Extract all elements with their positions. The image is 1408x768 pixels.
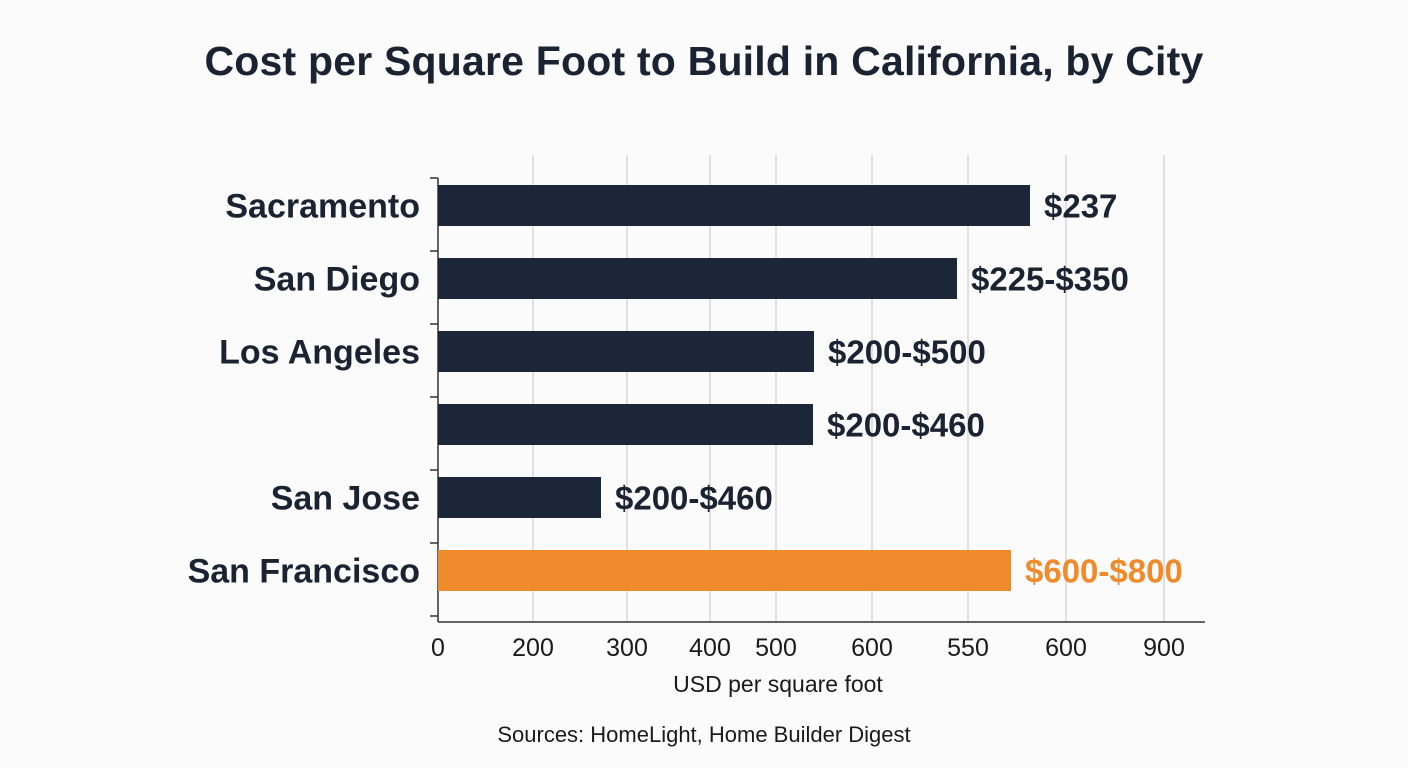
bar xyxy=(438,185,1030,226)
value-label: $225-$350 xyxy=(971,261,1129,298)
x-axis-label: USD per square foot xyxy=(673,671,883,697)
bar xyxy=(438,477,601,518)
category-label: Sacramento xyxy=(225,188,420,226)
x-tick-label: 900 xyxy=(1143,634,1185,662)
value-label: $200-$500 xyxy=(828,334,986,371)
value-label: $237 xyxy=(1044,188,1117,225)
category-label: Los Angeles xyxy=(219,334,420,372)
x-tick-label: 500 xyxy=(755,634,797,662)
value-label: $200-$460 xyxy=(615,480,773,517)
chart-title: Cost per Square Foot to Build in Califor… xyxy=(204,38,1204,84)
category-label: San Jose xyxy=(271,480,420,518)
bar xyxy=(438,404,813,445)
x-tick-label: 600 xyxy=(851,634,893,662)
category-label: San Diego xyxy=(254,261,420,299)
category-label: San Francisco xyxy=(188,553,420,591)
x-tick-label: 400 xyxy=(689,634,731,662)
x-tick-label: 300 xyxy=(606,634,648,662)
value-label: $200-$460 xyxy=(827,407,985,444)
x-tick-label: 200 xyxy=(512,634,554,662)
bar xyxy=(438,331,814,372)
source-note: Sources: HomeLight, Home Builder Digest xyxy=(497,722,911,747)
x-tick-label: 550 xyxy=(947,634,989,662)
x-tick-label: 0 xyxy=(431,634,445,662)
bar xyxy=(438,258,957,299)
bar xyxy=(438,550,1011,591)
value-label: $600-$800 xyxy=(1025,553,1183,590)
x-tick-label: 600 xyxy=(1045,634,1087,662)
